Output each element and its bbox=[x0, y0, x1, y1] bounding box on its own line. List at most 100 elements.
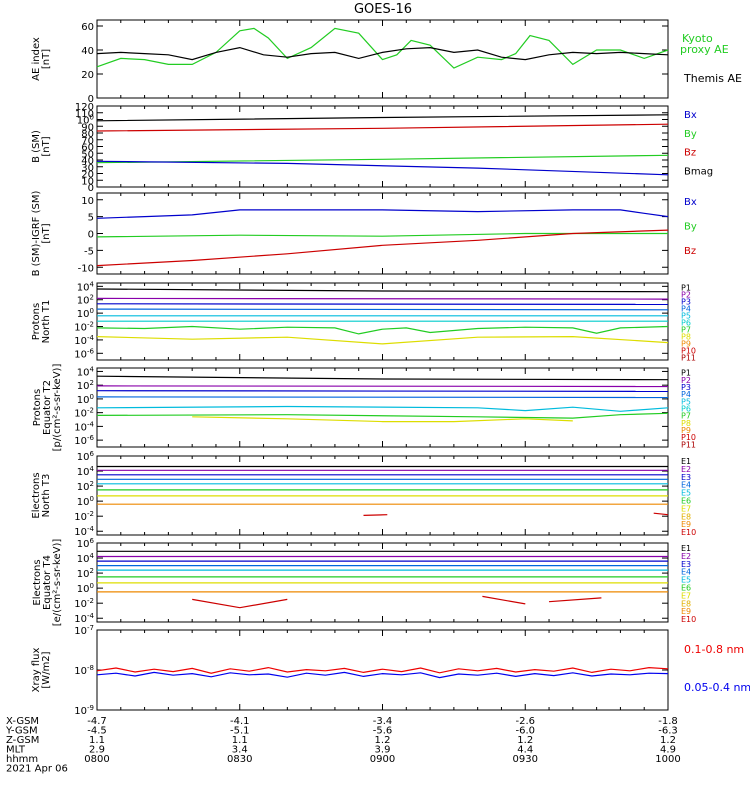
e_t3-legend-entry: E4 bbox=[681, 481, 691, 490]
p_t2-legend-entry: P6 bbox=[681, 405, 691, 414]
ephemeris-value: 1.2 bbox=[517, 735, 533, 746]
xray-ylabel-line: [W/m2] bbox=[41, 651, 52, 688]
ephemeris-value: 2.9 bbox=[89, 745, 105, 756]
bigrf-ytick-label: 0 bbox=[88, 230, 94, 241]
bigrf-series-by bbox=[96, 232, 668, 238]
ephemeris-value: -4.5 bbox=[87, 726, 107, 737]
bsm-ylabel-line: B (SM) bbox=[31, 130, 42, 163]
p_t1-series-p8 bbox=[96, 335, 669, 345]
p_t2-legend-entry: P7 bbox=[681, 412, 691, 421]
p_t1-ytick-label: 100 bbox=[77, 307, 94, 320]
ephemeris-value: 3.4 bbox=[232, 745, 248, 756]
p_t2-series-p3 bbox=[96, 390, 669, 392]
bsm-ytick-label: 10 bbox=[81, 176, 94, 187]
p_t1-series-p2 bbox=[96, 297, 669, 300]
p_t2-legend-entry: P10 bbox=[681, 433, 696, 442]
e_t3-legend-entry: E9 bbox=[681, 520, 691, 529]
p_t2-ytick-label: 10-6 bbox=[74, 434, 94, 447]
p_t2-legend-entry: P2 bbox=[681, 376, 691, 385]
e_t4-ylabel-line: Equator T4 bbox=[42, 555, 53, 610]
ephemeris-value: 0930 bbox=[513, 754, 538, 765]
ae-ytick-label: 40 bbox=[81, 46, 94, 57]
e_t3-legend-entry: E5 bbox=[681, 489, 691, 498]
ephemeris-value: 1.1 bbox=[232, 735, 248, 746]
p_t1-series-p3 bbox=[96, 303, 669, 305]
p_t2-legend-entry: P4 bbox=[681, 390, 691, 399]
p_t1-legend-entry: P4 bbox=[681, 305, 691, 314]
e_t4-legend-entry: E6 bbox=[681, 583, 691, 592]
e_t3-ytick-label: 106 bbox=[77, 450, 95, 463]
p_t2-series-p1 bbox=[96, 375, 669, 381]
bsm-ytick-label: 40 bbox=[81, 156, 94, 167]
bsm-ytick-label: 0 bbox=[88, 183, 94, 194]
bsm-ytick-label: 110 bbox=[75, 109, 94, 120]
ephemeris-value: 1.2 bbox=[375, 735, 391, 746]
ephemeris-row-label: X-GSM bbox=[6, 716, 39, 727]
e_t3-ytick-label: 100 bbox=[77, 495, 94, 508]
ephemeris-value: -3.4 bbox=[373, 716, 393, 727]
bigrf-series-bx bbox=[96, 209, 669, 219]
bigrf-legend-entry: Bx bbox=[684, 197, 697, 208]
p_t2-series-p2 bbox=[96, 385, 669, 388]
p_t2-legend-entry: P3 bbox=[681, 383, 691, 392]
bsm-ytick-label: 20 bbox=[81, 170, 94, 181]
p_t2-ylabel-line: Protons bbox=[32, 389, 43, 426]
p_t1-legend-entry: P7 bbox=[681, 326, 691, 335]
e_t3-legend-entry: E10 bbox=[681, 528, 696, 537]
p_t1-legend-entry: P9 bbox=[681, 340, 691, 349]
ephemeris-value: 1.2 bbox=[660, 735, 676, 746]
bsm-legend-entry: Bx bbox=[684, 110, 697, 121]
xray-ylabel-line: Xray flux bbox=[31, 648, 42, 693]
bigrf-series-bz bbox=[96, 229, 669, 267]
p_t2-ylabel-line: Equator T2 bbox=[42, 380, 53, 435]
ephemeris-value: -4.7 bbox=[87, 716, 107, 727]
bsm-legend-entry: By bbox=[684, 129, 697, 140]
xray-series-0-05-0-4-nm bbox=[96, 671, 669, 679]
p_t2-legend-entry: P1 bbox=[681, 369, 691, 378]
e_t4-legend-entry: E1 bbox=[681, 544, 691, 553]
e_t4-ytick-label: 10-4 bbox=[74, 612, 94, 625]
bsm-legend-entry: Bz bbox=[684, 148, 696, 159]
e_t4-legend-entry: E3 bbox=[681, 560, 691, 569]
p_t2-legend-entry: P9 bbox=[681, 426, 691, 435]
bigrf-ytick-label: 10 bbox=[81, 196, 94, 207]
p_t2-series-p6 bbox=[96, 412, 669, 419]
bsm-series-by bbox=[96, 154, 669, 164]
ephemeris-value: -6.0 bbox=[515, 726, 535, 737]
bsm-ytick-label: 100 bbox=[77, 114, 94, 127]
p_t2-ytick-label: 100 bbox=[77, 393, 94, 406]
e_t4-legend-entry: E4 bbox=[681, 568, 691, 577]
e_t3-ylabel-line: North T3 bbox=[41, 474, 52, 518]
ephemeris-value: 4.4 bbox=[517, 745, 533, 756]
figure-title: GOES-16 bbox=[354, 2, 412, 17]
p_t2-ylabel-line: [p/(cm²-s-sr-keV)] bbox=[52, 364, 63, 452]
e_t4-legend-entry: E2 bbox=[681, 552, 691, 561]
p_t1-ytick-label: 10-2 bbox=[74, 321, 94, 334]
p_t1-ylabel-line: North T1 bbox=[41, 300, 52, 344]
p_t1-ylabel-line: Protons bbox=[31, 303, 42, 340]
p_t1-legend-entry: P10 bbox=[681, 347, 696, 356]
bsm-frame bbox=[96, 105, 669, 188]
xray-ytick-label: 10-9 bbox=[74, 704, 94, 717]
ephemeris-value: -5.6 bbox=[373, 726, 393, 737]
p_t2-legend-entry: P5 bbox=[681, 397, 691, 406]
ephemeris-value: 0800 bbox=[84, 754, 109, 765]
ephemeris-value: -5.1 bbox=[230, 726, 250, 737]
e_t4-ytick-label: 102 bbox=[77, 567, 94, 580]
e_t4-ytick-label: 10-2 bbox=[74, 597, 94, 610]
p_t1-ytick-label: 102 bbox=[77, 294, 94, 307]
ae-legend-entry: Kyoto bbox=[682, 32, 713, 45]
bsm-ytick-label: 70 bbox=[81, 136, 94, 147]
ephemeris-row-label: Y-GSM bbox=[5, 726, 38, 737]
ae-ylabel-line: [nT] bbox=[41, 49, 52, 69]
bsm-ytick-label: 50 bbox=[81, 149, 94, 160]
p_t2-series-p7 bbox=[192, 416, 573, 423]
e_t4-legend-entry: E10 bbox=[681, 615, 696, 624]
e_t3-legend-entry: E2 bbox=[681, 465, 691, 474]
ae-ytick-label: 0 bbox=[88, 94, 94, 105]
p_t1-legend-entry: P11 bbox=[681, 354, 696, 363]
e_t4-series-e10c bbox=[548, 597, 602, 603]
p_t1-ytick-label: 10-4 bbox=[74, 334, 94, 347]
e_t4-series-e10b bbox=[482, 595, 526, 605]
e_t4-legend-entry: E7 bbox=[681, 591, 691, 600]
